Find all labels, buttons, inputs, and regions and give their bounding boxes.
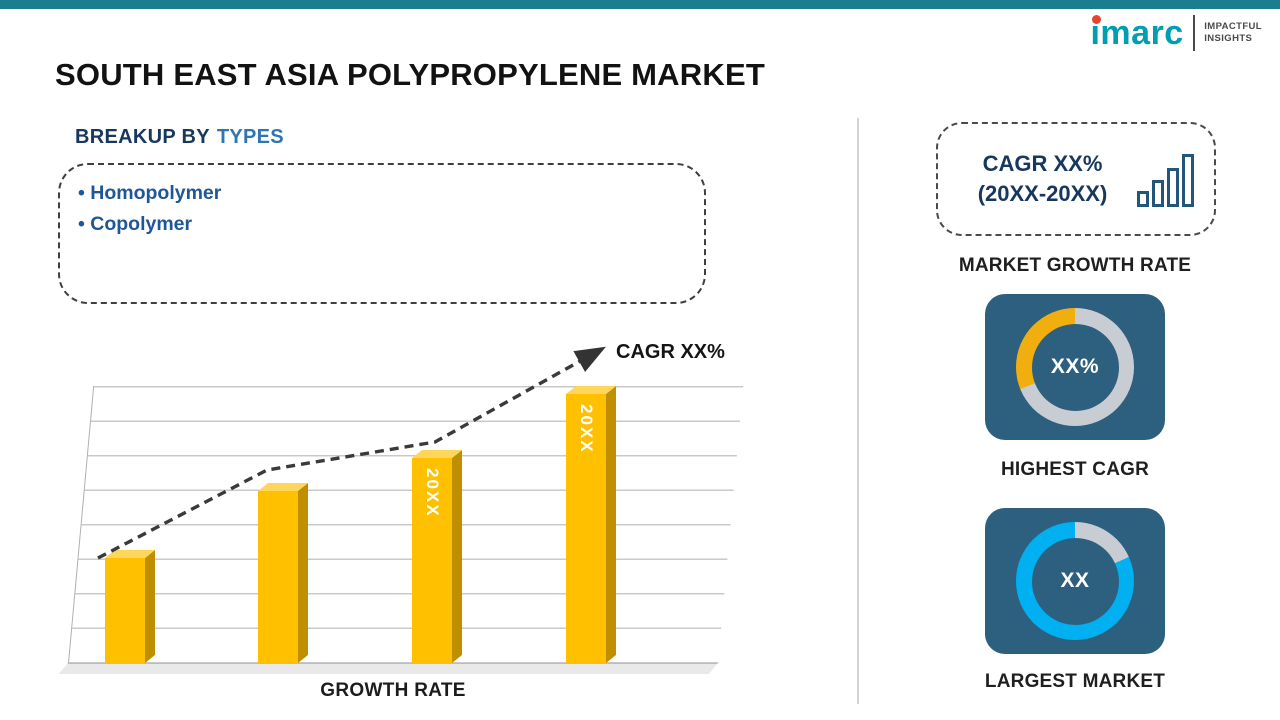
bar-label: 20XX — [423, 468, 442, 518]
largest-market-caption: LARGEST MARKET — [984, 671, 1166, 692]
chart-bar-2 — [258, 483, 308, 663]
bar-front-face — [566, 394, 606, 663]
bar-front-face — [105, 557, 145, 663]
cagr-box-line2: (20XX-20XX) — [977, 181, 1108, 206]
donut-hole: XX — [1031, 537, 1119, 625]
imarc-logo: imarc IMPACTFUL INSIGHTS — [1090, 15, 1262, 51]
growth-rate-bar-chart: 20XX 20XX — [58, 386, 744, 674]
breakup-label-highlight: TYPES — [216, 126, 284, 148]
logo-tagline: IMPACTFUL INSIGHTS — [1204, 21, 1262, 46]
logo-tagline-line2: INSIGHTS — [1204, 33, 1253, 44]
logo-red-dot-icon — [1092, 15, 1102, 24]
cagr-box-line1: CAGR XX% — [982, 151, 1103, 177]
top-accent-bar — [0, 0, 1280, 9]
bar-chart-icon — [1137, 151, 1194, 207]
donut-hole: XX% — [1031, 323, 1119, 411]
breakup-label-prefix: BREAKUP BY — [75, 126, 210, 148]
chart-bar-3: 20XX — [412, 450, 462, 663]
logo-tagline-line1: IMPACTFUL — [1204, 20, 1262, 32]
breakup-section-label: BREAKUP BY TYPES — [75, 126, 284, 149]
trend-arrow-icon — [97, 346, 606, 560]
logo-brand-text: imarc — [1090, 14, 1184, 52]
bar-front-face — [258, 491, 298, 663]
breakup-item-homopolymer: Homopolymer — [78, 178, 686, 209]
highest-cagr-donut-chart: XX% — [1016, 308, 1134, 426]
breakup-item-copolymer: Copolymer — [78, 209, 686, 240]
highest-cagr-value: XX% — [1050, 355, 1100, 378]
cagr-box-text: CAGR XX% (20XX-20XX) — [958, 149, 1127, 208]
page-title: SOUTH EAST ASIA POLYPROPYLENE MARKET — [55, 57, 765, 92]
bar-front-face — [412, 458, 452, 663]
largest-market-card: XX — [985, 508, 1165, 654]
chart-cagr-annotation: CAGR XX% — [616, 341, 725, 363]
chart-x-axis-label: GROWTH RATE — [320, 680, 466, 701]
largest-market-value: XX — [1060, 569, 1090, 592]
highest-cagr-caption: HIGHEST CAGR — [1000, 459, 1150, 480]
largest-market-donut-chart: XX — [1016, 522, 1134, 640]
section-divider — [857, 118, 859, 704]
chart-bar-1 — [105, 549, 155, 663]
highest-cagr-card: XX% — [985, 294, 1165, 440]
chart-bar-4: 20XX — [566, 386, 616, 663]
logo-divider — [1192, 15, 1196, 51]
market-growth-rate-caption: MARKET GROWTH RATE — [958, 255, 1192, 276]
bar-label: 20XX — [577, 404, 596, 454]
market-growth-rate-box: CAGR XX% (20XX-20XX) — [936, 122, 1216, 236]
breakup-types-box: Homopolymer Copolymer — [58, 163, 706, 304]
